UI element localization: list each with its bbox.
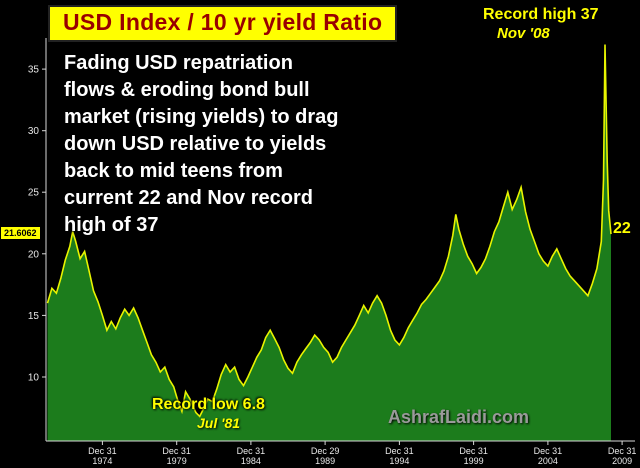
y-tick-label: 30 bbox=[28, 126, 40, 137]
area-series bbox=[47, 44, 611, 441]
x-tick-label: 1979 bbox=[167, 456, 187, 466]
x-tick-label: Dec 31 bbox=[459, 446, 488, 456]
x-tick-label: Dec 31 bbox=[88, 446, 117, 456]
y-tick-label: 15 bbox=[28, 311, 40, 322]
y-tick-label: 20 bbox=[28, 249, 40, 260]
y-tick-label: 10 bbox=[28, 373, 40, 384]
x-tick-label: Dec 31 bbox=[608, 446, 637, 456]
x-tick-label: 1984 bbox=[241, 456, 261, 466]
x-tick-label: 2004 bbox=[538, 456, 558, 466]
x-tick-label: Dec 31 bbox=[385, 446, 414, 456]
x-tick-label: 1994 bbox=[389, 456, 409, 466]
x-tick-label: 1989 bbox=[315, 456, 335, 466]
x-tick-label: Dec 31 bbox=[237, 446, 266, 456]
x-tick-label: 2009 bbox=[612, 456, 632, 466]
x-tick-label: 1974 bbox=[92, 456, 112, 466]
y-tick-label: 35 bbox=[28, 65, 40, 76]
x-tick-label: Dec 29 bbox=[311, 446, 340, 456]
y-tick-label: 25 bbox=[28, 188, 40, 199]
x-tick-label: Dec 31 bbox=[534, 446, 563, 456]
line-series bbox=[46, 44, 612, 418]
x-tick-label: Dec 31 bbox=[162, 446, 191, 456]
x-tick-label: 1999 bbox=[464, 456, 484, 466]
